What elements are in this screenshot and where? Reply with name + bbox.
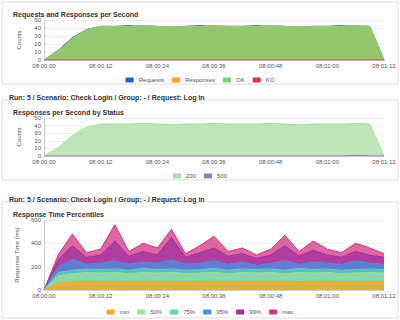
svg-text:08:01:12: 08:01:12 bbox=[372, 63, 396, 69]
svg-text:08:01:00: 08:01:00 bbox=[316, 293, 340, 299]
svg-text:08:00:48: 08:00:48 bbox=[259, 63, 283, 69]
svg-text:20: 20 bbox=[34, 41, 41, 47]
svg-text:08:00:00: 08:00:00 bbox=[32, 159, 56, 165]
svg-text:08:01:12: 08:01:12 bbox=[372, 293, 396, 299]
svg-text:200: 200 bbox=[186, 173, 197, 179]
svg-text:95%: 95% bbox=[216, 309, 229, 315]
svg-text:08:00:48: 08:00:48 bbox=[259, 159, 283, 165]
svg-text:0: 0 bbox=[37, 57, 41, 63]
svg-text:30: 30 bbox=[34, 33, 41, 39]
svg-text:08:00:00: 08:00:00 bbox=[32, 63, 56, 69]
svg-text:08:00:36: 08:00:36 bbox=[202, 293, 226, 299]
svg-text:08:00:24: 08:00:24 bbox=[146, 159, 170, 165]
svg-text:08:01:00: 08:01:00 bbox=[316, 63, 340, 69]
svg-text:08:00:12: 08:00:12 bbox=[89, 293, 113, 299]
svg-text:600: 600 bbox=[31, 217, 41, 223]
svg-text:30: 30 bbox=[34, 130, 41, 136]
svg-text:Run: 5 / Scenario: Check Login: Run: 5 / Scenario: Check Login / Group: … bbox=[9, 196, 205, 204]
svg-text:40: 40 bbox=[34, 25, 41, 31]
svg-text:Response Time (ms): Response Time (ms) bbox=[14, 227, 20, 282]
svg-text:Counts: Counts bbox=[16, 127, 22, 146]
svg-text:08:00:48: 08:00:48 bbox=[259, 293, 283, 299]
svg-text:08:01:12: 08:01:12 bbox=[372, 159, 396, 165]
svg-text:10: 10 bbox=[34, 49, 41, 55]
svg-text:Requests: Requests bbox=[139, 77, 164, 83]
svg-text:500: 500 bbox=[217, 173, 228, 179]
svg-text:min: min bbox=[119, 309, 129, 315]
svg-text:08:00:12: 08:00:12 bbox=[89, 63, 113, 69]
svg-text:Responses: Responses bbox=[185, 77, 215, 83]
svg-text:50: 50 bbox=[34, 17, 41, 23]
svg-text:Requests and Responses per Sec: Requests and Responses per Second bbox=[13, 11, 138, 19]
svg-text:08:00:00: 08:00:00 bbox=[32, 293, 56, 299]
svg-text:20: 20 bbox=[34, 138, 41, 144]
svg-text:99%: 99% bbox=[249, 309, 262, 315]
svg-text:400: 400 bbox=[31, 240, 42, 246]
svg-text:Responses per Second by Status: Responses per Second by Status bbox=[13, 109, 124, 117]
svg-text:08:00:24: 08:00:24 bbox=[146, 63, 170, 69]
svg-text:Run: 5 / Scenario: Check Login: Run: 5 / Scenario: Check Login / Group: … bbox=[9, 94, 205, 102]
svg-text:08:00:24: 08:00:24 bbox=[146, 293, 170, 299]
svg-text:Response Time Percentiles: Response Time Percentiles bbox=[13, 211, 104, 219]
svg-text:50: 50 bbox=[34, 115, 41, 121]
svg-text:10: 10 bbox=[34, 145, 41, 151]
svg-text:Counts: Counts bbox=[16, 30, 22, 49]
svg-text:OK: OK bbox=[236, 77, 245, 83]
svg-text:50%: 50% bbox=[150, 309, 163, 315]
svg-text:0: 0 bbox=[37, 153, 41, 159]
svg-text:40: 40 bbox=[34, 123, 41, 129]
svg-text:08:00:36: 08:00:36 bbox=[202, 63, 226, 69]
svg-text:200: 200 bbox=[31, 264, 42, 270]
svg-text:max: max bbox=[282, 309, 293, 315]
svg-text:08:00:36: 08:00:36 bbox=[202, 159, 226, 165]
svg-text:KO: KO bbox=[266, 77, 275, 83]
svg-text:75%: 75% bbox=[183, 309, 196, 315]
svg-text:08:01:00: 08:01:00 bbox=[316, 159, 340, 165]
svg-text:08:00:12: 08:00:12 bbox=[89, 159, 113, 165]
svg-text:0: 0 bbox=[37, 287, 41, 293]
